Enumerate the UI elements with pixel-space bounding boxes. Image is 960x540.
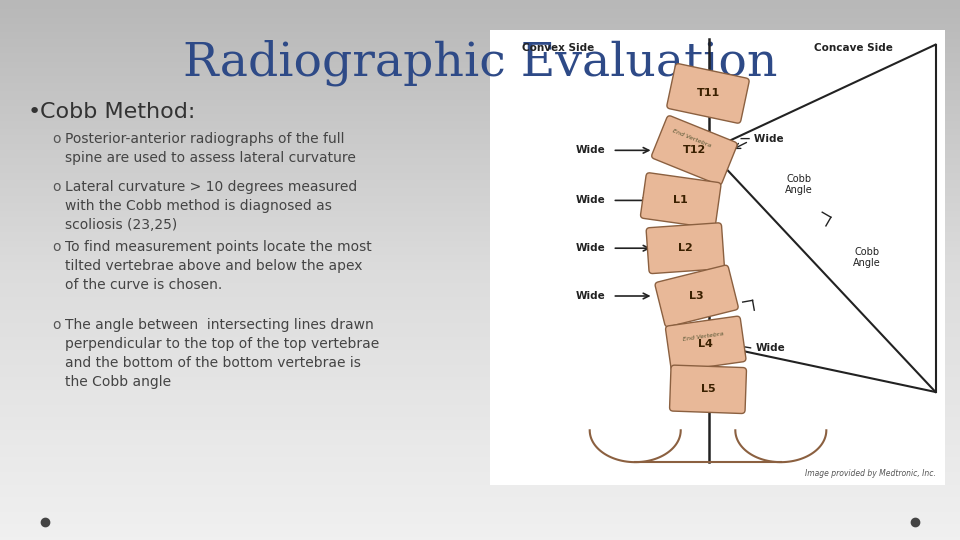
FancyBboxPatch shape [640,173,721,228]
Text: End Vertebra: End Vertebra [672,128,712,148]
FancyBboxPatch shape [655,265,738,327]
Text: — Wide: — Wide [740,134,783,144]
Text: Wide: Wide [756,343,785,353]
FancyBboxPatch shape [665,316,746,372]
Text: L4: L4 [698,339,713,349]
Text: o: o [52,132,60,146]
Text: Cobb
Angle: Cobb Angle [785,174,813,195]
Text: End Vertebra: End Vertebra [683,331,724,341]
Text: Wide: Wide [576,243,606,253]
Text: o: o [52,318,60,332]
Text: L2: L2 [678,243,693,253]
FancyBboxPatch shape [646,223,724,274]
Text: T12: T12 [683,145,706,156]
Text: The angle between  intersecting lines drawn
perpendicular to the top of the top : The angle between intersecting lines dra… [65,318,379,389]
Text: L3: L3 [689,291,704,301]
Text: Image provided by Medtronic, Inc.: Image provided by Medtronic, Inc. [804,469,936,478]
Text: Posterior-anterior radiographs of the full
spine are used to assess lateral curv: Posterior-anterior radiographs of the fu… [65,132,356,165]
Text: Wide: Wide [576,291,606,301]
Text: Wide: Wide [576,145,606,156]
Bar [490,30,945,485]
Text: L5: L5 [701,384,715,394]
Text: Cobb
Angle: Cobb Angle [853,246,881,268]
FancyBboxPatch shape [669,365,747,414]
Text: T11: T11 [696,89,720,98]
Text: L1: L1 [673,195,688,205]
FancyBboxPatch shape [667,64,749,123]
Text: o: o [52,180,60,194]
Text: Wide: Wide [576,195,606,205]
Text: •: • [28,102,41,122]
FancyBboxPatch shape [652,116,737,185]
Text: Radiographic Evaluation: Radiographic Evaluation [182,40,778,86]
Text: Concave Side: Concave Side [814,43,893,53]
Text: To find measurement points locate the most
tilted vertebrae above and below the : To find measurement points locate the mo… [65,240,372,292]
Text: Cobb Method:: Cobb Method: [40,102,196,122]
Text: Convex Side: Convex Side [521,43,594,53]
Text: o: o [52,240,60,254]
Text: Lateral curvature > 10 degrees measured
with the Cobb method is diagnosed as
sco: Lateral curvature > 10 degrees measured … [65,180,357,232]
